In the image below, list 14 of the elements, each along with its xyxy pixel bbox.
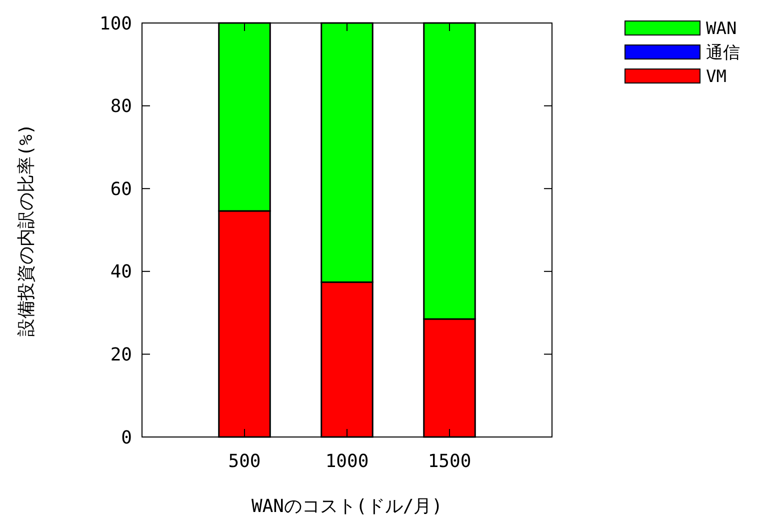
y-tick-label: 80: [110, 96, 132, 118]
x-axis-title: WANのコスト(ドル/月): [251, 496, 443, 517]
y-tick-label: 0: [121, 427, 132, 448]
y-axis-title: 設備投資の内訳の比率(%): [16, 124, 37, 336]
legend-label: WAN: [706, 18, 737, 39]
y-tick-label: 60: [110, 178, 132, 200]
x-tick-label: 1500: [428, 451, 472, 472]
legend-label: VM: [706, 66, 726, 87]
y-tick-label: 100: [99, 13, 132, 34]
y-tick-label: 40: [110, 262, 132, 283]
y-tick-label: 20: [110, 344, 132, 366]
x-tick-label: 500: [228, 451, 261, 472]
x-tick-label: 1000: [325, 451, 369, 472]
legend-label: 通信: [706, 42, 740, 63]
